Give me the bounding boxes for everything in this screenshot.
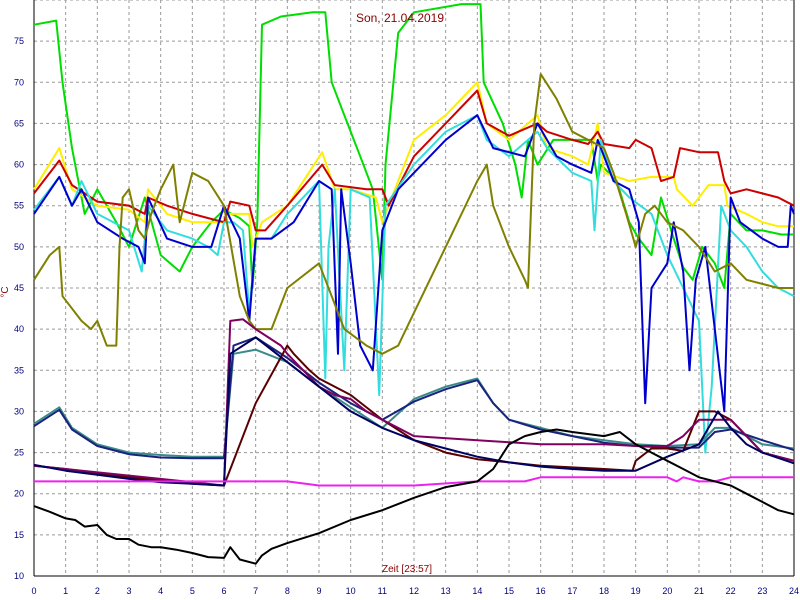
series-line-12 xyxy=(34,476,794,487)
y-tick-label: 25 xyxy=(14,448,24,458)
x-tick-label: 23 xyxy=(757,586,767,596)
y-tick-label: 35 xyxy=(14,365,24,375)
y-tick-label: 65 xyxy=(14,118,24,128)
x-tick-label: 14 xyxy=(472,586,482,596)
series-line-13 xyxy=(33,428,795,565)
x-tick-label: 17 xyxy=(567,586,577,596)
y-tick-label: 75 xyxy=(14,36,24,46)
y-tick-label: 30 xyxy=(14,406,24,416)
series-layer xyxy=(33,3,795,565)
x-tick-label: 7 xyxy=(253,586,258,596)
series-line-1 xyxy=(33,3,794,289)
x-tick-label: 9 xyxy=(316,586,321,596)
y-tick-label: 40 xyxy=(14,324,24,334)
series-line-8 xyxy=(33,336,795,460)
series-line-4 xyxy=(33,114,795,454)
x-tick-label: 2 xyxy=(95,586,100,596)
x-tick-label: 13 xyxy=(441,586,451,596)
x-tick-label: 6 xyxy=(221,586,226,596)
y-tick-label: 15 xyxy=(14,530,24,540)
y-tick-label: 70 xyxy=(14,77,24,87)
x-tick-label: 1 xyxy=(63,586,68,596)
x-tick-label: 8 xyxy=(285,586,290,596)
y-tick-label: 45 xyxy=(14,283,24,293)
x-tick-label: 19 xyxy=(631,586,641,596)
y-tick-label: 60 xyxy=(14,160,24,170)
series-line-3 xyxy=(33,89,795,232)
y-tick-label: 50 xyxy=(14,242,24,252)
x-tick-label: 0 xyxy=(31,586,36,596)
x-tick-label: 12 xyxy=(409,586,419,596)
y-tick-label: 20 xyxy=(14,489,24,499)
series-line-5 xyxy=(33,114,795,413)
x-tick-label: 20 xyxy=(662,586,672,596)
y-tick-label: 55 xyxy=(14,201,24,211)
y-axis-label: °C xyxy=(0,286,11,297)
x-tick-label: 11 xyxy=(378,586,387,596)
x-tick-label: 10 xyxy=(346,586,356,596)
series-line-7 xyxy=(33,348,795,458)
x-tick-label: 22 xyxy=(726,586,736,596)
x-tick-label: 15 xyxy=(504,586,514,596)
x-axis-label: Zeit [23:57] xyxy=(382,564,432,575)
x-tick-label: 5 xyxy=(190,586,195,596)
x-tick-label: 3 xyxy=(126,586,131,596)
y-tick-label: 10 xyxy=(14,571,24,581)
series-line-6 xyxy=(33,73,794,355)
chart-title: Son, 21.04.2019 xyxy=(356,11,444,25)
x-tick-label: 16 xyxy=(536,586,546,596)
x-tick-label: 18 xyxy=(599,586,609,596)
x-tick-label: 21 xyxy=(694,586,704,596)
series-line-11 xyxy=(33,336,795,487)
axis-ticks: 0 1 2 3 4 5 6 7 8 9 10 11 12 13 14 15 16 17 18 19 20 21 22 23 24… xyxy=(14,36,799,596)
x-tick-label: 4 xyxy=(158,586,163,596)
series-line-2 xyxy=(33,81,794,248)
series-line-10 xyxy=(33,318,795,487)
x-tick-label: 24 xyxy=(789,586,799,596)
